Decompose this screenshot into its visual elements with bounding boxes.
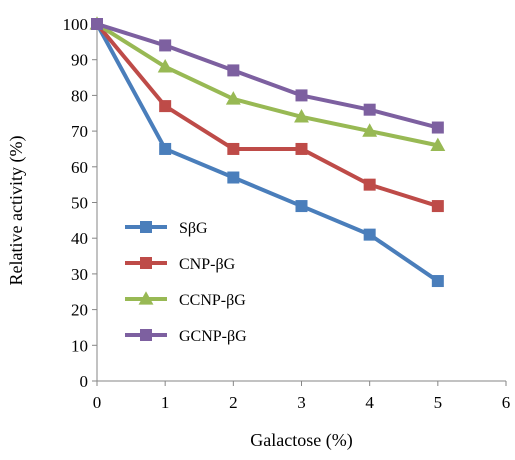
legend-marker xyxy=(140,257,152,269)
data-point xyxy=(295,89,308,102)
x-tick-label: 4 xyxy=(365,393,374,412)
data-point xyxy=(227,142,240,155)
axes: 0 10 20 30 40 50 60 70 80 90 100 0 1 2 3 4 5 6 xyxy=(63,15,511,412)
legend-label: GCNP-βG xyxy=(179,328,247,345)
series-line xyxy=(95,22,439,148)
y-tick-label: 70 xyxy=(71,122,88,141)
data-point xyxy=(363,178,376,191)
series-line xyxy=(95,22,439,208)
x-tick-label: 3 xyxy=(297,393,306,412)
legend-label: CCNP-βG xyxy=(179,292,246,309)
data-point xyxy=(159,142,172,155)
legend-marker xyxy=(140,221,152,233)
series-lines xyxy=(89,16,446,288)
data-point xyxy=(91,18,103,30)
data-point xyxy=(362,123,378,137)
series-line xyxy=(95,23,439,283)
legend-marker xyxy=(140,329,152,341)
data-point xyxy=(227,171,240,184)
data-point xyxy=(294,109,309,123)
y-tick-label: 100 xyxy=(63,15,89,34)
legend-label: SβG xyxy=(179,220,208,237)
x-tick-label: 5 xyxy=(434,393,443,412)
legend-item-2: CNP-βG xyxy=(125,256,236,273)
x-tick-label: 1 xyxy=(161,393,170,412)
legend-label: CNP-βG xyxy=(179,256,236,273)
y-axis-title: Relative activity (%) xyxy=(6,136,27,286)
series-line xyxy=(96,22,439,130)
legend-item-1: SβG xyxy=(125,220,208,237)
y-tick-label: 80 xyxy=(71,86,88,105)
y-tick-label: 60 xyxy=(71,158,88,177)
data-point xyxy=(295,142,308,155)
legend: SβG CNP-βG CCNP-βG GCNP-βG xyxy=(125,220,247,345)
legend-marker xyxy=(138,291,154,305)
data-point xyxy=(431,121,444,134)
y-tick-label: 40 xyxy=(71,229,88,248)
data-point xyxy=(363,103,376,116)
x-axis-title: Galactose (%) xyxy=(250,430,352,451)
data-point xyxy=(159,100,172,113)
data-point xyxy=(431,275,444,288)
data-point xyxy=(295,200,308,213)
data-point xyxy=(431,200,444,213)
data-point xyxy=(157,59,173,73)
x-tick-label: 0 xyxy=(93,393,102,412)
data-point xyxy=(430,137,446,152)
data-point xyxy=(363,228,376,241)
series-1 xyxy=(91,18,444,288)
series-4 xyxy=(91,18,444,134)
y-tick-label: 10 xyxy=(71,336,88,355)
data-point xyxy=(159,39,172,52)
legend-item-4: GCNP-βG xyxy=(125,328,247,345)
data-point xyxy=(227,64,240,77)
y-tick-label: 0 xyxy=(80,372,89,391)
data-point xyxy=(225,91,241,105)
x-tick-label: 2 xyxy=(229,393,238,412)
series-3 xyxy=(89,16,446,152)
legend-item-3: CCNP-βG xyxy=(125,291,246,309)
y-tick-label: 20 xyxy=(71,301,88,320)
y-tick-label: 90 xyxy=(71,51,88,70)
x-tick-label: 6 xyxy=(502,393,511,412)
y-tick-label: 50 xyxy=(71,194,88,213)
y-tick-label: 30 xyxy=(71,265,88,284)
